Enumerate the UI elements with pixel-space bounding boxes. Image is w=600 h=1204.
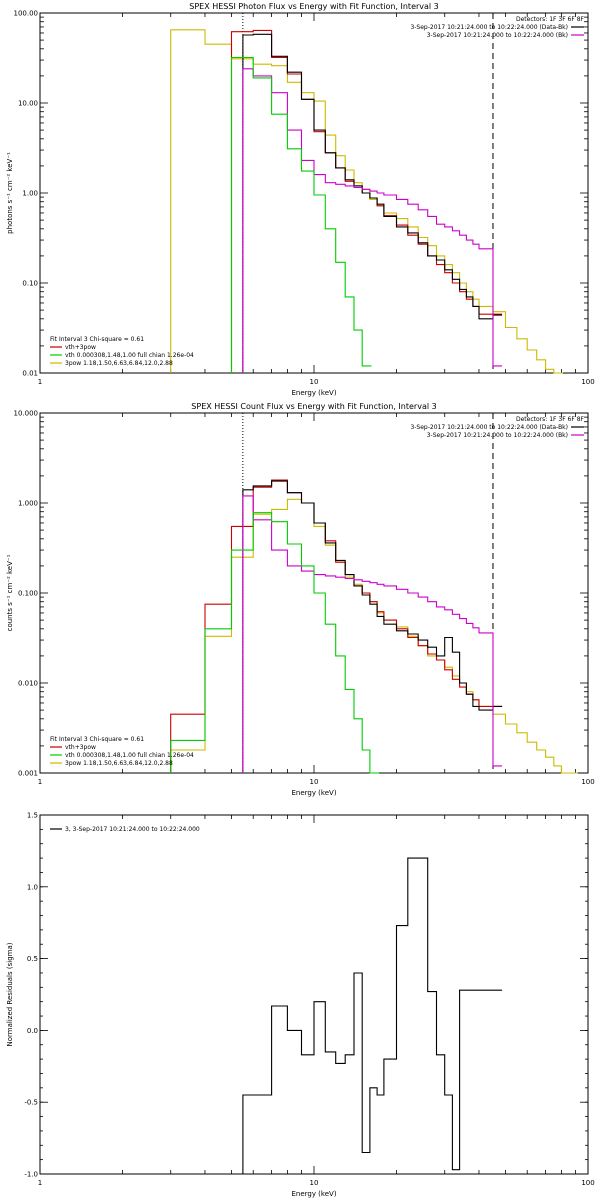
legend-entry-text: vth 0.000308,1.48,1.00 full chian 1.26e-… (65, 352, 194, 359)
y-tick-label: 0.10 (22, 280, 38, 288)
legend-entry-text: 3-Sep-2017 10:21:24.000 to 10:22:24.000 … (410, 24, 568, 31)
y-tick-label: 1.000 (18, 500, 38, 508)
legend-entry-text: 3-Sep-2017 10:21:24.000 to 10:22:24.000 … (427, 432, 568, 439)
series-magenta-step-line (242, 495, 503, 773)
x-tick-label: 1 (38, 1179, 42, 1187)
legend-bottom-left: Fit Interval 3 Chi-square = 0.61vth+3pow… (50, 336, 194, 367)
x-tick-label: 100 (581, 378, 594, 386)
y-tick-label: 0.001 (18, 770, 38, 778)
legend-bottom-left: Fit Interval 3 Chi-square = 0.61vth+3pow… (50, 736, 194, 767)
legend-title: Fit Interval 3 Chi-square = 0.61 (50, 336, 144, 343)
legend-entry-text: 3pow 1.18,1.50,6.63,6.84,12.0,2.88 (65, 760, 173, 767)
y-tick-label: 1.0 (27, 883, 38, 891)
y-tick-label: 0.100 (18, 590, 38, 598)
y-tick-label: -1.0 (24, 1171, 38, 1179)
y-axis-label: counts s⁻¹ cm⁻² keV⁻¹ (6, 554, 14, 631)
y-axis-label: photons s⁻¹ cm⁻² keV⁻¹ (6, 152, 14, 234)
plot-frame (39, 814, 589, 1175)
x-tick-label: 10 (310, 1179, 319, 1187)
y-tick-label: 10.00 (18, 100, 38, 108)
legend-top-left: 3, 3-Sep-2017 10:21:24.000 to 10:22:24.0… (50, 826, 200, 833)
y-tick-label: 100.00 (14, 10, 39, 18)
legend-entry-text: 3-Sep-2017 10:21:24.000 to 10:22:24.000 … (410, 424, 568, 431)
y-tick-label: -0.5 (24, 1099, 38, 1107)
series-yellow-step-line (170, 498, 578, 774)
legend-entry-text: 3, 3-Sep-2017 10:21:24.000 to 10:22:24.0… (65, 826, 200, 833)
x-axis-label: Energy (keV) (291, 1190, 336, 1198)
y-tick-label: 0.0 (27, 1027, 38, 1035)
x-axis-label: Energy (keV) (291, 789, 336, 797)
chart-panel-3: 1 10 100 -1.0 -0.5 0.0 0.5 1.0 1.5 Energy (keV) No… (6, 812, 595, 1199)
chart-title: SPEX HESSI Photon Flux vs Energy with Fi… (189, 2, 439, 11)
y-tick-label: 1.00 (22, 190, 38, 198)
x-tick-label: 100 (581, 778, 594, 786)
series-red-step-line (170, 479, 503, 773)
series-yellow-step-line (170, 29, 563, 374)
legend-top-right: Detectors: 1F 3F 6F 8F3-Sep-2017 10:21:2… (410, 416, 584, 439)
x-tick-label: 100 (581, 1179, 594, 1187)
legend-entry-text: 3pow 1.18,1.50,6.63,6.84,12.0,2.88 (65, 360, 173, 367)
x-tick-label: 1 (38, 378, 42, 386)
chart-panel-1: 1 10 100 0.01 0.10 1.00 10.00 100.00 SPEX HESSI … (6, 2, 595, 397)
x-tick-label: 10 (310, 778, 319, 786)
series-green-step-line (170, 512, 380, 774)
legend-entry-text: vth+3pow (65, 744, 96, 751)
chart-panel-2: 1 10 100 0.001 0.010 0.100 1.000 10.000 SPEX HES… (6, 402, 595, 797)
series-green-step-line (230, 56, 372, 373)
y-tick-label: 0.010 (18, 680, 38, 688)
legend-entry-text: 3-Sep-2017 10:21:24.000 to 10:22:24.000 … (427, 32, 568, 39)
y-tick-label: 1.5 (27, 812, 38, 820)
y-axis-label: Normalized Residuals (sigma) (6, 942, 14, 1046)
chart-title: SPEX HESSI Count Flux vs Energy with Fit… (191, 402, 436, 411)
legend-title: Fit Interval 3 Chi-square = 0.61 (50, 736, 144, 743)
legend-entry-text: vth+3pow (65, 344, 96, 351)
y-tick-label: 0.5 (27, 955, 38, 963)
x-axis-label: Energy (keV) (291, 389, 336, 397)
y-tick-label: 10.000 (14, 410, 39, 418)
series-black-step-line (242, 480, 503, 773)
legend-title: Detectors: 1F 3F 6F 8F (516, 16, 585, 23)
legend-entry-text: vth 0.000308,1.48,1.00 full chian 1.26e-… (65, 752, 194, 759)
series-black-step-line (242, 857, 503, 1174)
x-tick-label: 10 (310, 378, 319, 386)
series-black-step-line (242, 33, 503, 373)
x-tick-label: 1 (38, 778, 42, 786)
y-tick-label: 0.01 (22, 370, 38, 378)
legend-title: Detectors: 1F 3F 6F 8F (516, 416, 585, 423)
legend-top-right: Detectors: 1F 3F 6F 8F3-Sep-2017 10:21:2… (410, 16, 584, 39)
